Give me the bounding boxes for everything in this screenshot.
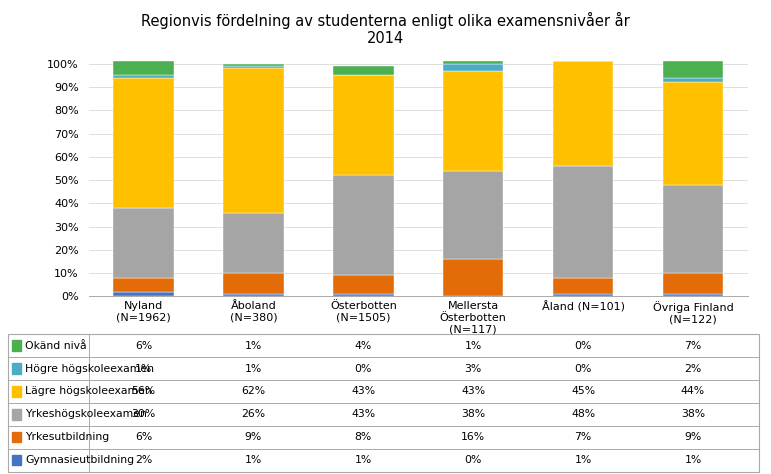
Bar (663, 62, 723, 78)
Text: 56%: 56% (132, 386, 156, 396)
Text: 0%: 0% (574, 364, 592, 374)
Text: 6%: 6% (135, 341, 152, 351)
Bar (553, 62, 613, 166)
Bar (113, 62, 173, 75)
Text: 2%: 2% (135, 455, 152, 465)
Bar (113, 208, 173, 278)
Text: 1%: 1% (685, 455, 702, 465)
Text: 62%: 62% (241, 386, 265, 396)
Text: 43%: 43% (461, 386, 485, 396)
Text: 6%: 6% (135, 432, 152, 442)
Bar (113, 292, 173, 296)
Bar (443, 259, 503, 296)
Text: 30%: 30% (132, 410, 156, 419)
Bar (553, 166, 613, 278)
Text: 1%: 1% (135, 364, 152, 374)
Text: Österbotten
(N=1505): Österbotten (N=1505) (330, 301, 397, 323)
Bar (224, 66, 284, 68)
Bar (113, 78, 173, 208)
Text: 8%: 8% (355, 432, 372, 442)
Bar (443, 62, 503, 64)
Bar (553, 278, 613, 294)
Bar (663, 273, 723, 294)
Text: 38%: 38% (681, 410, 705, 419)
Text: Nyland
(N=1962): Nyland (N=1962) (116, 301, 171, 323)
Text: 43%: 43% (352, 386, 375, 396)
Text: 2%: 2% (685, 364, 702, 374)
Text: 48%: 48% (571, 410, 595, 419)
Text: 0%: 0% (574, 341, 592, 351)
Bar (333, 275, 393, 294)
Text: Yrkeshögskoleexamen: Yrkeshögskoleexamen (25, 410, 147, 419)
Bar (333, 294, 393, 296)
Text: Åland (N=101): Åland (N=101) (541, 301, 625, 312)
Bar (224, 212, 284, 273)
Text: 45%: 45% (571, 386, 595, 396)
Text: Övriga Finland
(N=122): Övriga Finland (N=122) (652, 301, 733, 325)
Bar (224, 64, 284, 66)
Bar (443, 171, 503, 259)
Text: 43%: 43% (352, 410, 375, 419)
Bar (663, 82, 723, 185)
Bar (663, 185, 723, 273)
Text: 44%: 44% (681, 386, 705, 396)
Text: 38%: 38% (461, 410, 485, 419)
Text: Lägre högskoleexamen: Lägre högskoleexamen (25, 386, 152, 396)
Bar (663, 294, 723, 296)
Text: 4%: 4% (355, 341, 372, 351)
Text: 9%: 9% (685, 432, 702, 442)
Text: 0%: 0% (464, 455, 482, 465)
Text: 1%: 1% (465, 341, 482, 351)
Bar (224, 294, 284, 296)
Text: 1%: 1% (245, 455, 262, 465)
Text: 26%: 26% (241, 410, 265, 419)
Bar (333, 175, 393, 275)
Text: 1%: 1% (355, 455, 372, 465)
Bar (113, 278, 173, 292)
Bar (224, 68, 284, 212)
Text: 16%: 16% (461, 432, 485, 442)
Text: Yrkesutbildning: Yrkesutbildning (25, 432, 109, 442)
Bar (663, 78, 723, 82)
Bar (553, 294, 613, 296)
Text: 7%: 7% (685, 341, 702, 351)
Bar (443, 71, 503, 171)
Text: 1%: 1% (245, 364, 262, 374)
Bar (333, 66, 393, 75)
Bar (333, 75, 393, 175)
Bar (224, 273, 284, 294)
Text: 0%: 0% (355, 364, 372, 374)
Text: 9%: 9% (245, 432, 262, 442)
Text: Åboland
(N=380): Åboland (N=380) (230, 301, 278, 323)
Text: 7%: 7% (574, 432, 591, 442)
Text: 1%: 1% (574, 455, 591, 465)
Text: Regionvis fördelning av studenterna enligt olika examensnivåer år
2014: Regionvis fördelning av studenterna enli… (141, 12, 630, 46)
Text: 3%: 3% (465, 364, 482, 374)
Bar (443, 64, 503, 71)
Text: Okänd nivå: Okänd nivå (25, 341, 87, 351)
Text: Mellersta
Österbotten
(N=117): Mellersta Österbotten (N=117) (439, 301, 507, 334)
Text: Högre högskoleexamen: Högre högskoleexamen (25, 364, 154, 374)
Text: Gymnasieutbildning: Gymnasieutbildning (25, 455, 135, 465)
Text: 1%: 1% (245, 341, 262, 351)
Bar (113, 75, 173, 78)
